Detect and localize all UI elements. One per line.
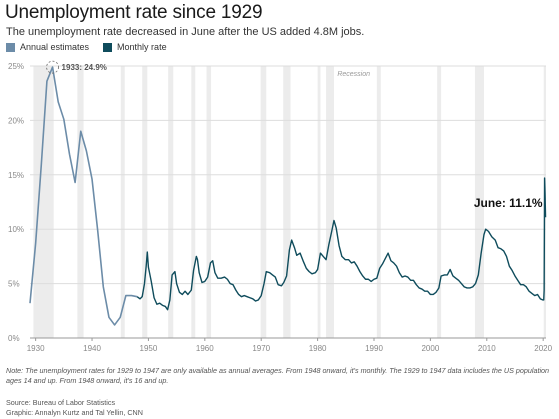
chart-source: Source: Bureau of Labor Statistics [6,398,116,407]
recession-band [376,66,381,338]
recession-label: Recession [337,71,370,78]
legend-item-annual: Annual estimates [6,42,89,52]
chart-note: Note: The unemployment rates for 1929 to… [6,366,550,385]
legend-swatch-annual [6,42,15,52]
series-line-annual [29,66,138,326]
y-tick-label: 0% [8,334,20,343]
x-tick-label: 2010 [478,344,496,353]
recession-band [120,66,125,338]
recession-band [206,66,212,338]
latest-annotation: June: 11.1% [474,196,543,210]
legend-label-annual: Annual estimates [20,42,90,52]
unemployment-line-chart: Recession 0% 5% 10% 15% 20% 25% 1930 1940 1950 196… [8,60,553,353]
x-tick-label: 1980 [309,344,327,353]
recession-band [142,66,148,338]
recession-band [326,66,334,338]
recession-band [283,66,291,338]
recession-band [260,66,267,338]
peak-annotation: 1933: 24.9% [62,63,107,72]
recession-band [77,66,84,338]
chart-credit: Graphic: Annalyn Kurtz and Tal Yellin, C… [6,408,143,417]
recession-band [474,66,484,338]
y-tick-label: 10% [8,225,24,234]
y-tick-label: 5% [8,280,20,289]
x-tick-label: 1970 [252,344,270,353]
recession-band [437,66,442,338]
recession-band [191,66,196,338]
x-tick-label: 1930 [27,344,45,353]
x-tick-label: 1950 [140,344,158,353]
y-tick-label: 20% [8,116,24,125]
chart-title: Unemployment rate since 1929 [5,2,263,23]
chart-subtitle: The unemployment rate decreased in June … [6,26,365,38]
legend-swatch-monthly [103,42,113,52]
y-tick-label: 15% [8,171,24,180]
recession-band [168,66,174,338]
x-tick-label: 1990 [365,344,383,353]
recession-band [33,66,54,338]
x-tick-label: 1960 [196,344,214,353]
series-line-monthly [136,177,547,311]
recession-band [317,66,321,338]
legend-label-monthly: Monthly rate [117,42,167,52]
x-tick-label: 1940 [83,344,101,353]
x-tick-label: 2000 [421,344,439,353]
chart-legend: Annual estimates Monthly rate [6,42,181,52]
y-tick-label: 25% [8,62,24,71]
legend-item-monthly: Monthly rate [103,42,167,52]
peak-marker [46,60,59,74]
x-tick-label: 2020 [534,344,552,353]
